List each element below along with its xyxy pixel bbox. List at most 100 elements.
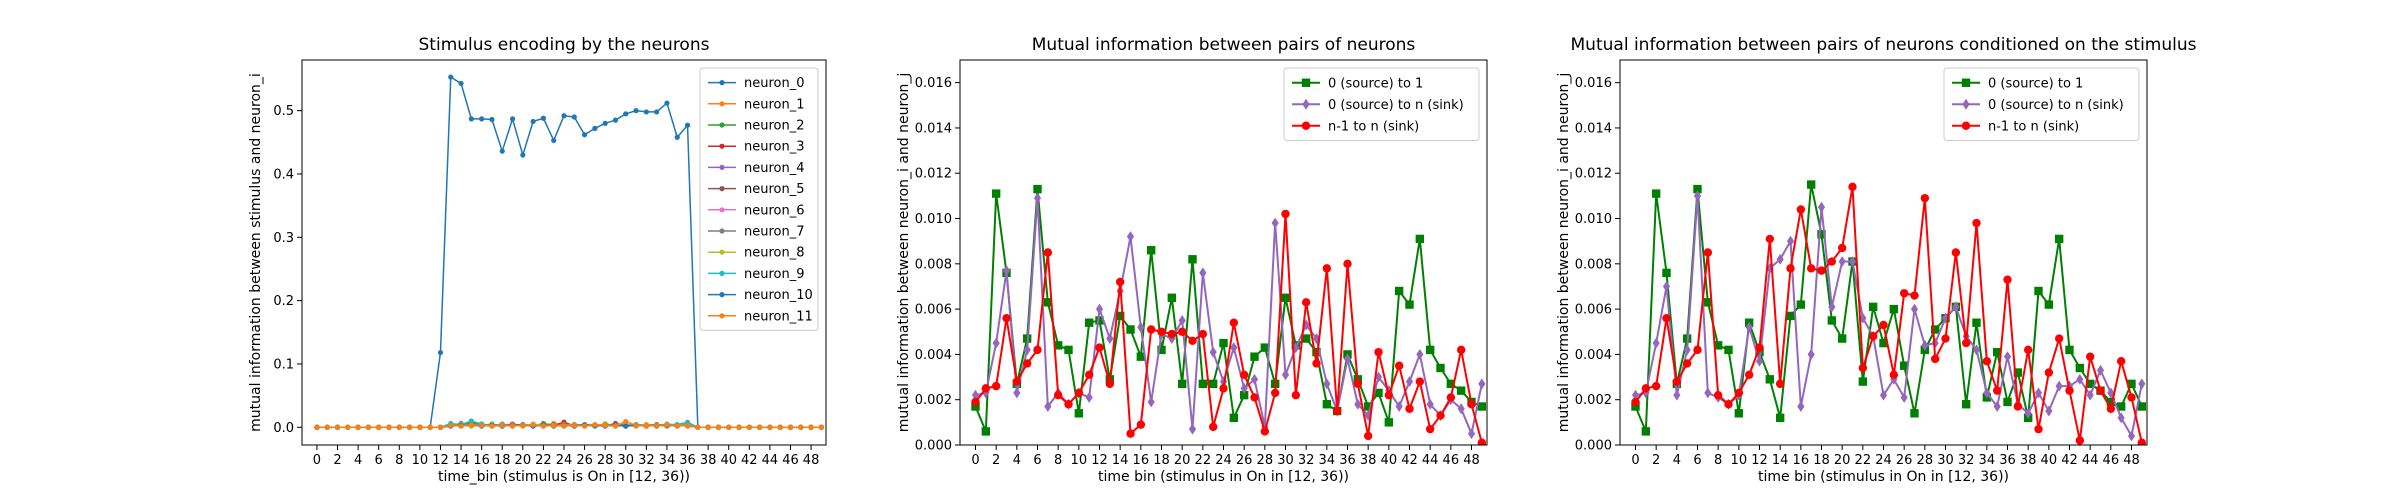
data-point bbox=[654, 109, 660, 115]
data-point bbox=[664, 422, 670, 428]
x-tick-label: 32 bbox=[1298, 453, 1315, 468]
data-point bbox=[468, 418, 474, 424]
data-point bbox=[1053, 341, 1063, 350]
data-point bbox=[1828, 301, 1836, 313]
data-point bbox=[2054, 334, 2064, 343]
data-point bbox=[2127, 430, 2136, 442]
data-point bbox=[1910, 409, 1919, 418]
data-point bbox=[2075, 363, 2085, 373]
data-point bbox=[1146, 246, 1156, 255]
data-point bbox=[314, 424, 320, 430]
y-tick-label: 0.000 bbox=[915, 439, 952, 454]
x-axis-label: time_bin (stimulus is On in [12, 36)) bbox=[438, 469, 690, 485]
data-point bbox=[427, 424, 433, 430]
x-tick-label: 32 bbox=[638, 453, 655, 468]
legend-marker bbox=[1962, 98, 1970, 110]
data-point bbox=[1734, 388, 1744, 398]
data-point bbox=[1446, 379, 1456, 389]
data-point bbox=[1693, 345, 1702, 355]
legend-marker bbox=[719, 101, 725, 107]
data-point bbox=[1972, 318, 1981, 327]
data-point bbox=[1436, 411, 1445, 420]
data-point bbox=[1765, 375, 1775, 384]
data-point bbox=[2137, 438, 2147, 445]
legend-marker bbox=[719, 270, 725, 276]
x-tick-label: 44 bbox=[2082, 453, 2099, 468]
x-tick-label: 30 bbox=[1937, 453, 1954, 468]
data-point bbox=[643, 423, 649, 429]
data-point bbox=[991, 381, 1001, 391]
data-point bbox=[1806, 264, 1816, 273]
data-point bbox=[2096, 364, 2105, 376]
data-point bbox=[1652, 337, 1660, 349]
data-point bbox=[2013, 402, 2023, 411]
data-point bbox=[365, 424, 372, 430]
data-point bbox=[684, 422, 691, 428]
data-point bbox=[520, 152, 526, 158]
data-point bbox=[592, 125, 598, 131]
data-point bbox=[2107, 387, 2115, 399]
data-point bbox=[1095, 303, 1104, 315]
data-point bbox=[1219, 384, 1228, 393]
y-tick-label: 0.002 bbox=[915, 393, 952, 408]
data-point bbox=[1941, 334, 1950, 343]
data-point bbox=[1724, 400, 1733, 409]
data-point bbox=[1641, 384, 1651, 393]
data-point bbox=[1177, 379, 1187, 389]
axes-frame bbox=[959, 59, 1488, 446]
x-tick-label: 48 bbox=[803, 453, 820, 468]
legend-marker bbox=[719, 249, 725, 255]
data-point bbox=[1992, 347, 2002, 357]
data-point bbox=[1126, 429, 1135, 438]
data-point bbox=[1023, 344, 1031, 356]
data-point bbox=[1425, 424, 1435, 434]
data-point bbox=[1322, 400, 1332, 409]
legend-label: n-1 to n (sink) bbox=[1328, 119, 1419, 134]
series-n-1-to-n-sink- bbox=[971, 209, 1487, 445]
data-point bbox=[1198, 329, 1208, 339]
data-point bbox=[1250, 373, 1259, 385]
data-point bbox=[2127, 393, 2136, 402]
legend-marker bbox=[719, 207, 725, 213]
data-point bbox=[2054, 234, 2064, 244]
data-point bbox=[396, 424, 402, 430]
data-point bbox=[1178, 314, 1186, 326]
data-point bbox=[592, 422, 598, 428]
plot-area bbox=[1631, 180, 2147, 445]
y-tick-label: 0.010 bbox=[1575, 212, 1612, 227]
chart-title: Mutual information between pairs of neur… bbox=[1571, 35, 2197, 55]
data-point bbox=[1673, 389, 1681, 401]
y-tick-label: 0.006 bbox=[1575, 303, 1612, 318]
x-tick-label: 30 bbox=[617, 453, 634, 468]
data-point bbox=[1301, 298, 1311, 307]
x-tick-label: 36 bbox=[1999, 453, 2016, 468]
data-point bbox=[612, 117, 619, 123]
data-point bbox=[2044, 300, 2054, 309]
data-point bbox=[1641, 427, 1651, 436]
x-tick-label: 36 bbox=[679, 453, 696, 468]
y-tick-label: 0.1 bbox=[273, 357, 294, 372]
data-point bbox=[581, 132, 588, 138]
data-point bbox=[376, 424, 382, 430]
data-point bbox=[1972, 344, 1981, 356]
data-point bbox=[499, 422, 505, 428]
y-tick-label: 0.014 bbox=[915, 121, 952, 136]
data-point bbox=[1074, 388, 1084, 398]
data-point bbox=[1322, 264, 1332, 273]
x-tick-label: 48 bbox=[1463, 453, 1480, 468]
data-point bbox=[448, 422, 454, 428]
data-point bbox=[818, 424, 824, 430]
data-point bbox=[1837, 334, 1847, 343]
data-point bbox=[1436, 363, 1445, 373]
data-point bbox=[1900, 391, 1908, 403]
x-tick-label: 34 bbox=[1979, 453, 1996, 468]
data-point bbox=[1662, 313, 1671, 323]
data-point bbox=[674, 423, 680, 429]
data-point bbox=[2137, 402, 2147, 411]
data-point bbox=[612, 423, 619, 429]
chart-title: Mutual information between pairs of neur… bbox=[1032, 35, 1416, 55]
data-point bbox=[2003, 275, 2012, 284]
data-point bbox=[1910, 303, 1919, 315]
data-point bbox=[1797, 401, 1805, 412]
data-point bbox=[1147, 396, 1155, 408]
